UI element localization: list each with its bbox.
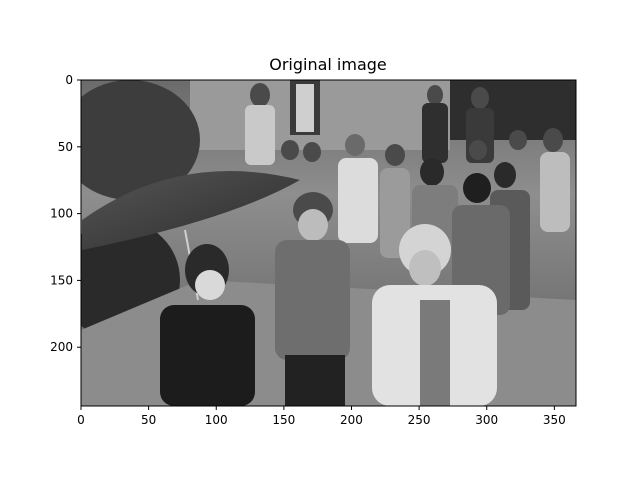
- x-tick-label: 300: [475, 413, 498, 427]
- x-tick-label: 150: [272, 413, 295, 427]
- x-tick-label: 350: [543, 413, 566, 427]
- y-tick-label: 50: [58, 140, 73, 154]
- x-tick-label: 200: [340, 413, 363, 427]
- figure-title: Original image: [269, 55, 387, 74]
- y-tick-label: 0: [65, 73, 73, 87]
- x-axis-ticks: 0 50 100 150 200 250 300 350: [77, 406, 566, 427]
- y-tick-label: 150: [50, 273, 73, 287]
- x-tick-label: 100: [205, 413, 228, 427]
- y-tick-label: 100: [50, 207, 73, 221]
- axes-frame: [80, 79, 577, 407]
- x-tick-label: 50: [141, 413, 156, 427]
- x-tick-label: 0: [77, 413, 85, 427]
- photo: [81, 80, 576, 406]
- y-axis-ticks: 0 50 100 150 200: [50, 73, 81, 354]
- y-tick-label: 200: [50, 340, 73, 354]
- x-tick-label: 250: [408, 413, 431, 427]
